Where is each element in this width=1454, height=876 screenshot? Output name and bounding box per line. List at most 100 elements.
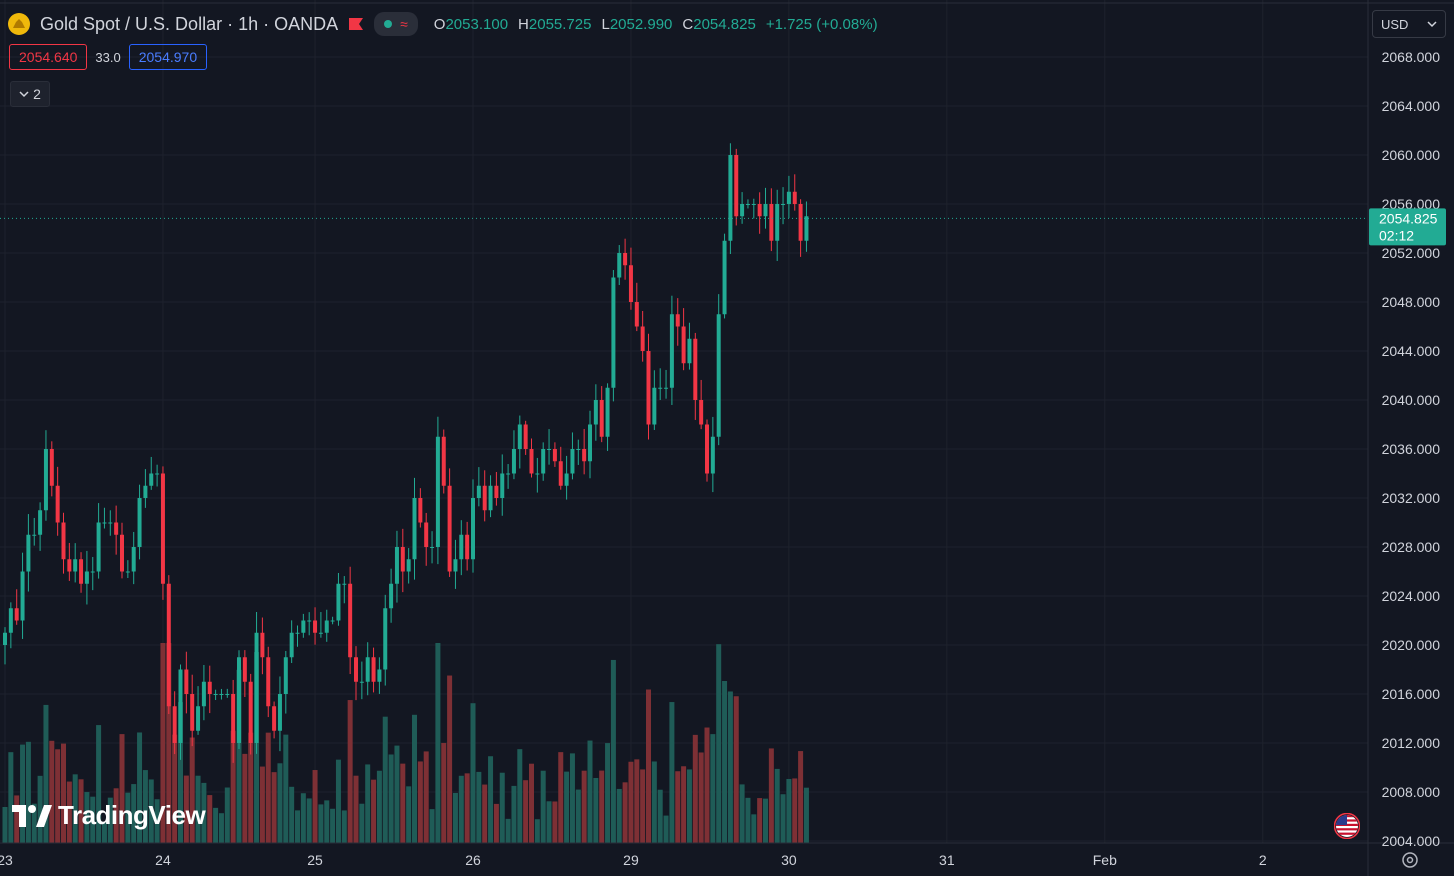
- candle-body[interactable]: [412, 498, 417, 560]
- candle-body[interactable]: [564, 473, 569, 486]
- candle-body[interactable]: [430, 547, 435, 548]
- candle-body[interactable]: [471, 498, 475, 560]
- candle-body[interactable]: [646, 351, 651, 425]
- market-status[interactable]: ≈: [374, 12, 418, 36]
- candle-body[interactable]: [523, 424, 528, 450]
- candle-body[interactable]: [500, 473, 505, 499]
- symbol-title[interactable]: Gold Spot / U.S. Dollar · 1h · OANDA: [40, 13, 339, 34]
- candle-body[interactable]: [734, 155, 739, 217]
- candle-body[interactable]: [73, 559, 78, 572]
- candle-body[interactable]: [324, 620, 329, 633]
- candle-body[interactable]: [599, 400, 604, 437]
- candle-body[interactable]: [441, 436, 446, 486]
- candle-body[interactable]: [365, 657, 370, 682]
- candle-body[interactable]: [804, 216, 809, 241]
- candle-body[interactable]: [225, 694, 230, 695]
- candle-body[interactable]: [517, 424, 522, 450]
- candle-body[interactable]: [529, 449, 534, 474]
- candle-body[interactable]: [482, 485, 487, 511]
- candle-body[interactable]: [740, 204, 745, 217]
- candle-body[interactable]: [172, 706, 177, 743]
- candle-body[interactable]: [125, 571, 130, 573]
- candle-body[interactable]: [359, 681, 364, 683]
- candle-body[interactable]: [32, 534, 37, 536]
- candle-body[interactable]: [295, 632, 300, 634]
- candle-body[interactable]: [617, 253, 622, 278]
- candle-body[interactable]: [699, 400, 704, 425]
- candle-body[interactable]: [307, 620, 312, 622]
- candle-body[interactable]: [318, 632, 323, 634]
- candle-body[interactable]: [330, 620, 335, 622]
- candle-body[interactable]: [8, 608, 13, 633]
- candle-body[interactable]: [383, 608, 388, 670]
- candle-body[interactable]: [242, 657, 247, 682]
- candle-body[interactable]: [687, 338, 692, 364]
- candle-body[interactable]: [336, 583, 341, 621]
- candle-body[interactable]: [769, 204, 774, 241]
- candle-body[interactable]: [558, 461, 563, 486]
- candle-body[interactable]: [14, 608, 19, 621]
- candle-body[interactable]: [757, 204, 762, 217]
- candle-body[interactable]: [354, 657, 358, 682]
- candle-body[interactable]: [43, 449, 48, 511]
- candle-body[interactable]: [67, 559, 72, 572]
- candle-body[interactable]: [260, 632, 265, 658]
- candle-body[interactable]: [207, 681, 212, 694]
- candle-body[interactable]: [424, 522, 429, 548]
- candle-body[interactable]: [506, 473, 511, 475]
- candle-body[interactable]: [593, 400, 598, 425]
- candle-body[interactable]: [3, 632, 7, 645]
- candle-body[interactable]: [476, 485, 481, 498]
- candle-body[interactable]: [576, 449, 581, 450]
- candle-body[interactable]: [611, 277, 616, 388]
- candle-body[interactable]: [798, 204, 803, 241]
- candle-body[interactable]: [634, 302, 639, 327]
- candle-body[interactable]: [26, 534, 31, 572]
- candle-body[interactable]: [389, 583, 394, 609]
- candle-body[interactable]: [728, 155, 733, 241]
- candle-body[interactable]: [231, 694, 236, 743]
- us-flag-icon[interactable]: [1334, 813, 1360, 839]
- candle-body[interactable]: [348, 583, 353, 658]
- candle-body[interactable]: [628, 265, 633, 302]
- candle-body[interactable]: [166, 583, 171, 707]
- candle-body[interactable]: [675, 314, 680, 327]
- candle-body[interactable]: [582, 449, 587, 462]
- candle-body[interactable]: [418, 498, 423, 523]
- buy-quote-button[interactable]: 2054.970: [128, 44, 208, 70]
- candle-body[interactable]: [494, 485, 499, 498]
- candle-body[interactable]: [96, 522, 101, 572]
- candle-body[interactable]: [237, 657, 241, 743]
- candle-body[interactable]: [38, 510, 43, 535]
- candle-body[interactable]: [213, 694, 218, 695]
- candle-body[interactable]: [219, 694, 224, 695]
- candle-body[interactable]: [371, 657, 376, 682]
- candle-body[interactable]: [102, 522, 107, 524]
- candle-body[interactable]: [79, 559, 84, 584]
- candle-body[interactable]: [465, 534, 470, 560]
- candle-body[interactable]: [277, 694, 282, 731]
- candle-body[interactable]: [605, 387, 610, 437]
- candle-body[interactable]: [143, 485, 148, 498]
- candle-body[interactable]: [120, 534, 124, 572]
- candle-body[interactable]: [84, 571, 89, 584]
- candle-body[interactable]: [745, 204, 750, 205]
- candle-body[interactable]: [459, 534, 464, 560]
- candle-body[interactable]: [301, 620, 306, 633]
- candle-body[interactable]: [283, 657, 288, 694]
- candle-body[interactable]: [160, 473, 165, 584]
- currency-selector[interactable]: USD: [1372, 10, 1446, 38]
- candle-body[interactable]: [400, 547, 405, 572]
- candle-body[interactable]: [137, 498, 142, 547]
- candle-body[interactable]: [254, 632, 259, 743]
- candle-body[interactable]: [313, 620, 318, 633]
- candle-body[interactable]: [435, 436, 440, 547]
- candle-body[interactable]: [49, 449, 54, 486]
- candle-body[interactable]: [196, 706, 201, 731]
- candle-body[interactable]: [131, 547, 136, 572]
- candle-body[interactable]: [342, 583, 347, 585]
- settings-gear-icon[interactable]: [1400, 850, 1420, 870]
- candle-body[interactable]: [681, 326, 686, 364]
- flag-icon[interactable]: [348, 17, 364, 31]
- candle-body[interactable]: [377, 669, 382, 682]
